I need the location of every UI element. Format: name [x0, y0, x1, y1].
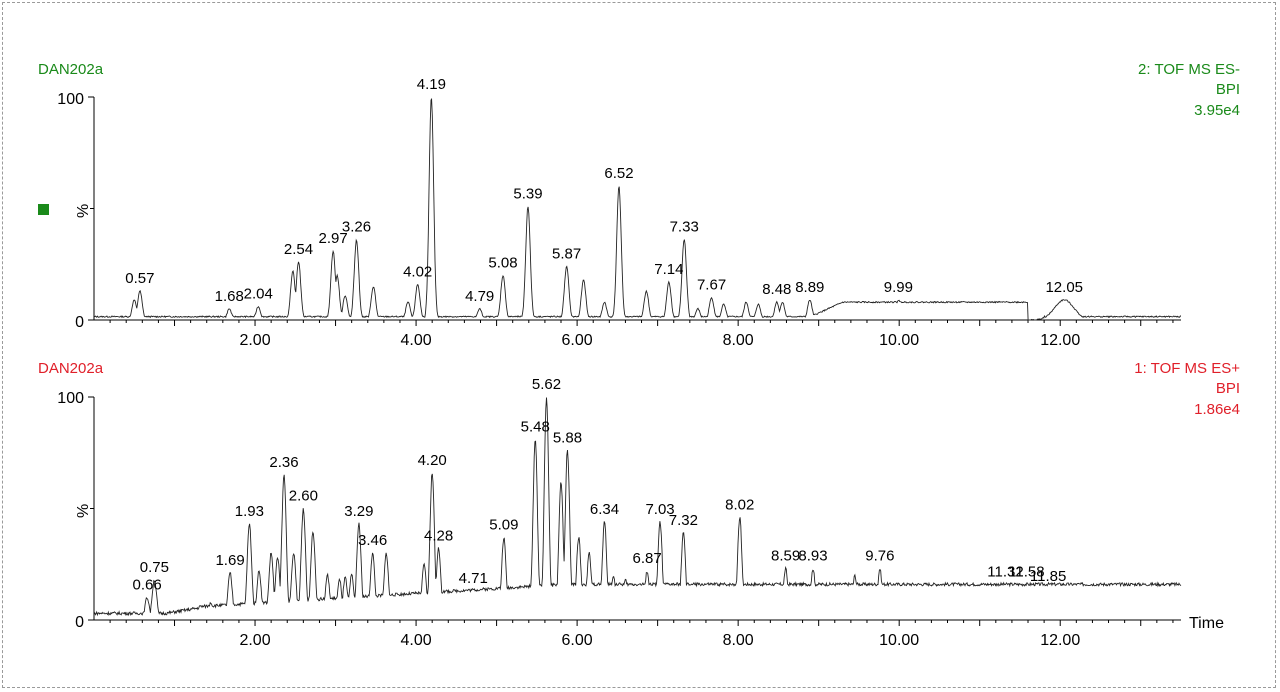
top-x-tick-label: 8.00: [723, 332, 754, 349]
top-peak-label: 5.87: [552, 245, 581, 262]
bottom-peak-label: 8.02: [725, 496, 754, 513]
bottom-series-line: [93, 397, 1182, 617]
top-title-line-3: 3.95e4: [1194, 102, 1240, 119]
bottom-x-tick-label: 8.00: [723, 632, 754, 649]
bottom-peak-label: 5.48: [521, 418, 550, 435]
top-legend-marker: [38, 204, 49, 215]
top-title-line-1: 2: TOF MS ES-: [1138, 61, 1240, 78]
bottom-peak-label: 4.28: [424, 528, 453, 545]
top-y-tick-100: 100: [57, 91, 84, 108]
top-peak-label: 8.89: [795, 279, 824, 296]
top-peak-label: 8.48: [762, 281, 791, 298]
bottom-peak-label: 8.59: [771, 548, 800, 565]
bottom-x-tick-label: 4.00: [401, 632, 432, 649]
top-peak-label: 2.97: [319, 230, 348, 247]
top-peak-label: 6.52: [604, 165, 633, 182]
top-x-tick-label: 10.00: [879, 332, 919, 349]
bottom-peak-label: 4.20: [418, 452, 447, 469]
top-peak-label: 4.19: [417, 76, 446, 93]
top-x-tick-label: 12.00: [1040, 332, 1080, 349]
bottom-peak-label: 6.87: [633, 550, 662, 567]
top-peak-label: 7.14: [654, 261, 683, 278]
top-peak-label: 2.04: [244, 286, 273, 303]
bottom-peak-label: 3.46: [358, 532, 387, 549]
top-peak-label: 4.02: [403, 263, 432, 280]
bottom-peak-label: 2.60: [289, 488, 318, 505]
bottom-sample-name: DAN202a: [38, 360, 104, 377]
top-x-tick-label: 2.00: [239, 332, 270, 349]
bottom-peak-label: 7.32: [669, 512, 698, 529]
bottom-peak-label: 0.66: [133, 577, 162, 594]
top-peak-label: 9.99: [884, 279, 913, 296]
top-title-line-2: BPI: [1216, 81, 1240, 98]
top-series-line: [93, 97, 1181, 321]
bottom-peak-label: 8.93: [798, 548, 827, 565]
bottom-x-tick-label: 12.00: [1040, 632, 1080, 649]
top-peak-label: 7.33: [670, 219, 699, 236]
bottom-peak-label: 3.29: [344, 503, 373, 520]
bottom-peak-label: 6.34: [590, 501, 619, 518]
bottom-x-axis-label: Time: [1189, 615, 1224, 632]
top-peak-label: 12.05: [1045, 279, 1083, 296]
top-peak-label: 0.57: [125, 270, 154, 287]
top-peak-label: 4.79: [465, 288, 494, 305]
bottom-peak-label: 11.85: [1030, 568, 1066, 585]
bottom-x-tick-label: 2.00: [239, 632, 270, 649]
bottom-peak-label: 7.03: [645, 501, 674, 518]
bottom-y-tick-0: 0: [75, 614, 84, 631]
top-peak-label: 3.26: [342, 219, 371, 236]
bottom-peak-label: 5.62: [532, 376, 561, 393]
top-peak-label: 5.08: [488, 254, 517, 271]
bottom-y-tick-100: 100: [57, 390, 84, 407]
bottom-title-line-1: 1: TOF MS ES+: [1134, 360, 1240, 377]
bottom-title-line-2: BPI: [1216, 380, 1240, 397]
top-sample-name: DAN202a: [38, 61, 104, 78]
bottom-peak-label: 2.36: [269, 454, 298, 471]
top-peak-label: 7.67: [697, 277, 726, 294]
bottom-peak-label: 5.09: [489, 516, 518, 533]
top-peak-label: 1.68: [215, 288, 244, 305]
bottom-x-tick-label: 6.00: [562, 632, 593, 649]
bottom-peak-label: 11.58: [1008, 563, 1044, 580]
top-x-tick-label: 6.00: [562, 332, 593, 349]
top-x-tick-label: 4.00: [401, 332, 432, 349]
bottom-peak-label: 9.76: [865, 548, 894, 565]
bottom-peak-label: 11.32: [987, 563, 1023, 580]
bottom-title-line-3: 1.86e4: [1194, 401, 1240, 418]
top-peak-label: 5.39: [513, 185, 542, 202]
top-y-tick-0: 0: [75, 314, 84, 331]
top-peak-label: 2.54: [284, 241, 313, 258]
top-y-axis-label: %: [75, 204, 92, 218]
bottom-peak-label: 0.75: [140, 559, 169, 576]
bottom-peak-label: 4.71: [459, 570, 488, 587]
bottom-y-axis-label: %: [75, 504, 92, 518]
bottom-x-tick-label: 10.00: [879, 632, 919, 649]
bottom-peak-label: 5.88: [553, 430, 582, 447]
bottom-peak-label: 1.69: [215, 552, 244, 569]
bottom-peak-label: 1.93: [235, 503, 264, 520]
